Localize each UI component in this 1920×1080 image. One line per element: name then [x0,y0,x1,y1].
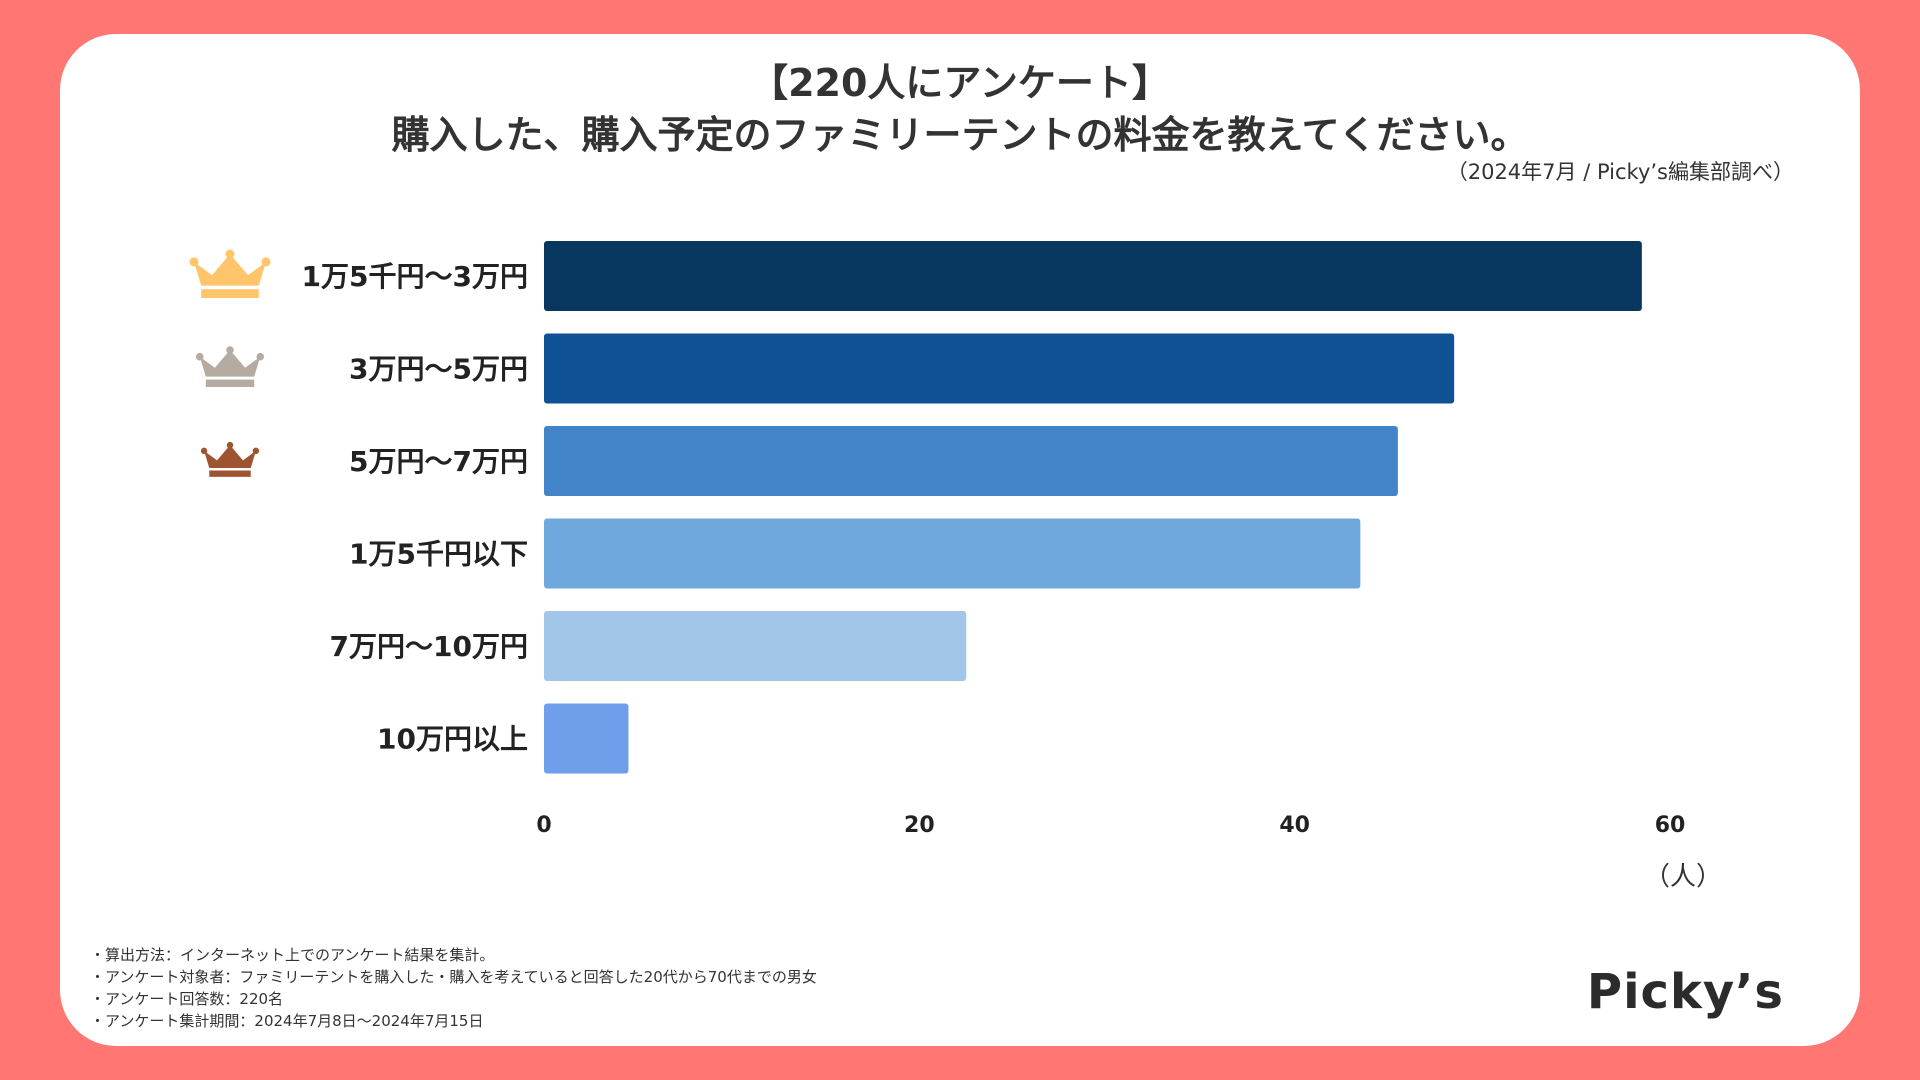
bar-3 [544,426,1398,496]
bar-1 [544,241,1642,311]
x-tick-label-60: 60 [1655,813,1686,838]
category-label-6: 10万円以上 [377,723,528,756]
footnote-count: ・アンケート回答数：220名 [90,990,284,1008]
category-label-1: 1万5千円～3万円 [302,260,528,293]
x-tick-label-20: 20 [904,813,935,838]
x-axis-unit-label: （人） [1644,862,1723,892]
bronze-crown-icon [200,441,260,477]
category-label-4: 1万5千円以下 [349,538,528,571]
pickys-logo: Picky’s [1586,964,1784,1020]
bar-chart: 1万5千円～3万円 3万円～5万円 5万円～7万円 1万5千円以下 7万円～10万円 10… [189,241,1686,838]
chart-card: 【220人にアンケート】 購入した、購入予定のファミリーテントの料金を教えてくだ… [60,34,1860,1046]
bar-5 [544,611,967,681]
bar-4 [544,518,1361,589]
bar-2 [544,333,1455,404]
category-label-3: 5万円～7万円 [349,445,528,478]
footnote-target: ・アンケート対象者：ファミリーテントを購入した・購入を考えていると回答した20代… [90,968,817,986]
footnote-period: ・アンケート集計期間：2024年7月8日～2024年7月15日 [90,1012,484,1030]
footnote-method: ・算出方法：インターネット上でのアンケート結果を集計。 [90,946,495,964]
x-tick-label-40: 40 [1279,813,1310,838]
source-note: （2024年7月 / Picky’s編集部調べ） [1446,160,1794,184]
gold-crown-icon [189,249,271,298]
x-tick-label-0: 0 [536,813,551,838]
chart-title-line2: 購入した、購入予定のファミリーテントの料金を教えてください。 [391,113,1529,157]
category-label-5: 7万円～10万円 [330,630,528,663]
silver-crown-icon [195,346,265,387]
chart-title-line1: 【220人にアンケート】 [750,61,1170,105]
category-label-2: 3万円～5万円 [349,353,528,386]
footnotes: ・算出方法：インターネット上でのアンケート結果を集計。 ・アンケート対象者：ファ… [90,944,817,1032]
bar-6 [544,703,629,774]
